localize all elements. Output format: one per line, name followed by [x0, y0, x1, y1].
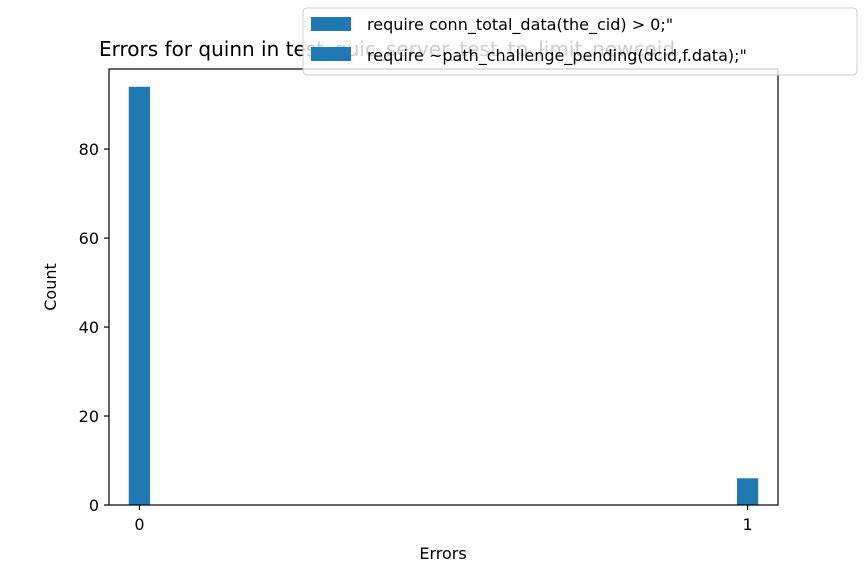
x-axis-label: Errors [419, 544, 466, 563]
legend: require conn_total_data(the_cid) > 0;" r… [302, 7, 858, 76]
y-tick-label: 40 [79, 318, 99, 337]
bars-group [128, 86, 759, 505]
x-tick-label: 1 [742, 515, 752, 534]
legend-swatch-1 [311, 17, 351, 31]
y-tick-label: 80 [79, 140, 99, 159]
y-axis-label: Count [41, 263, 60, 311]
y-tick-label: 20 [79, 407, 99, 426]
legend-box [302, 7, 858, 76]
legend-label-1: require conn_total_data(the_cid) > 0;" [367, 15, 673, 35]
legend-swatch-2 [311, 47, 351, 61]
legend-label-2: require ~path_challenge_pending(dcid,f.d… [367, 46, 747, 66]
y-tick-label: 60 [79, 229, 99, 248]
y-axis: 0 20 40 60 80 [79, 140, 109, 515]
x-tick-label: 0 [134, 515, 144, 534]
y-tick-label: 0 [89, 496, 99, 515]
bar-series-1-x-0 [128, 86, 151, 505]
bar-series-1-x-1 [736, 478, 759, 505]
